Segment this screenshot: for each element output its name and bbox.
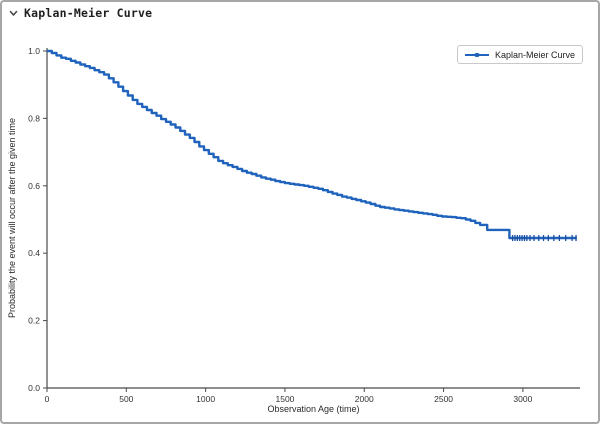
section-header[interactable]: Kaplan-Meier Curve bbox=[8, 6, 152, 20]
y-tick-label: 0.6 bbox=[28, 181, 40, 191]
x-tick-label: 1000 bbox=[196, 394, 215, 404]
x-tick-label: 3000 bbox=[513, 394, 532, 404]
chevron-down-icon[interactable] bbox=[8, 8, 19, 19]
legend: Kaplan-Meier Curve bbox=[457, 45, 584, 64]
y-tick-label: 1.0 bbox=[28, 46, 40, 56]
x-tick-label: 500 bbox=[119, 394, 133, 404]
x-tick-label: 2000 bbox=[355, 394, 374, 404]
legend-line-marker bbox=[465, 52, 489, 57]
y-axis-title: Probability the event will occur after t… bbox=[7, 118, 17, 318]
x-tick-label: 0 bbox=[45, 394, 50, 404]
y-tick-label: 0.4 bbox=[28, 248, 40, 258]
x-tick-label: 2500 bbox=[434, 394, 453, 404]
section-title: Kaplan-Meier Curve bbox=[24, 6, 153, 20]
x-tick-label: 1500 bbox=[275, 394, 294, 404]
x-axis-title: Observation Age (time) bbox=[267, 404, 359, 414]
y-tick-label: 0.2 bbox=[28, 316, 40, 326]
y-tick-label: 0.0 bbox=[28, 383, 40, 393]
km-curve bbox=[47, 49, 577, 240]
legend-dot-marker bbox=[474, 52, 480, 57]
y-tick-label: 0.8 bbox=[28, 113, 40, 123]
legend-label: Kaplan-Meier Curve bbox=[495, 49, 576, 60]
